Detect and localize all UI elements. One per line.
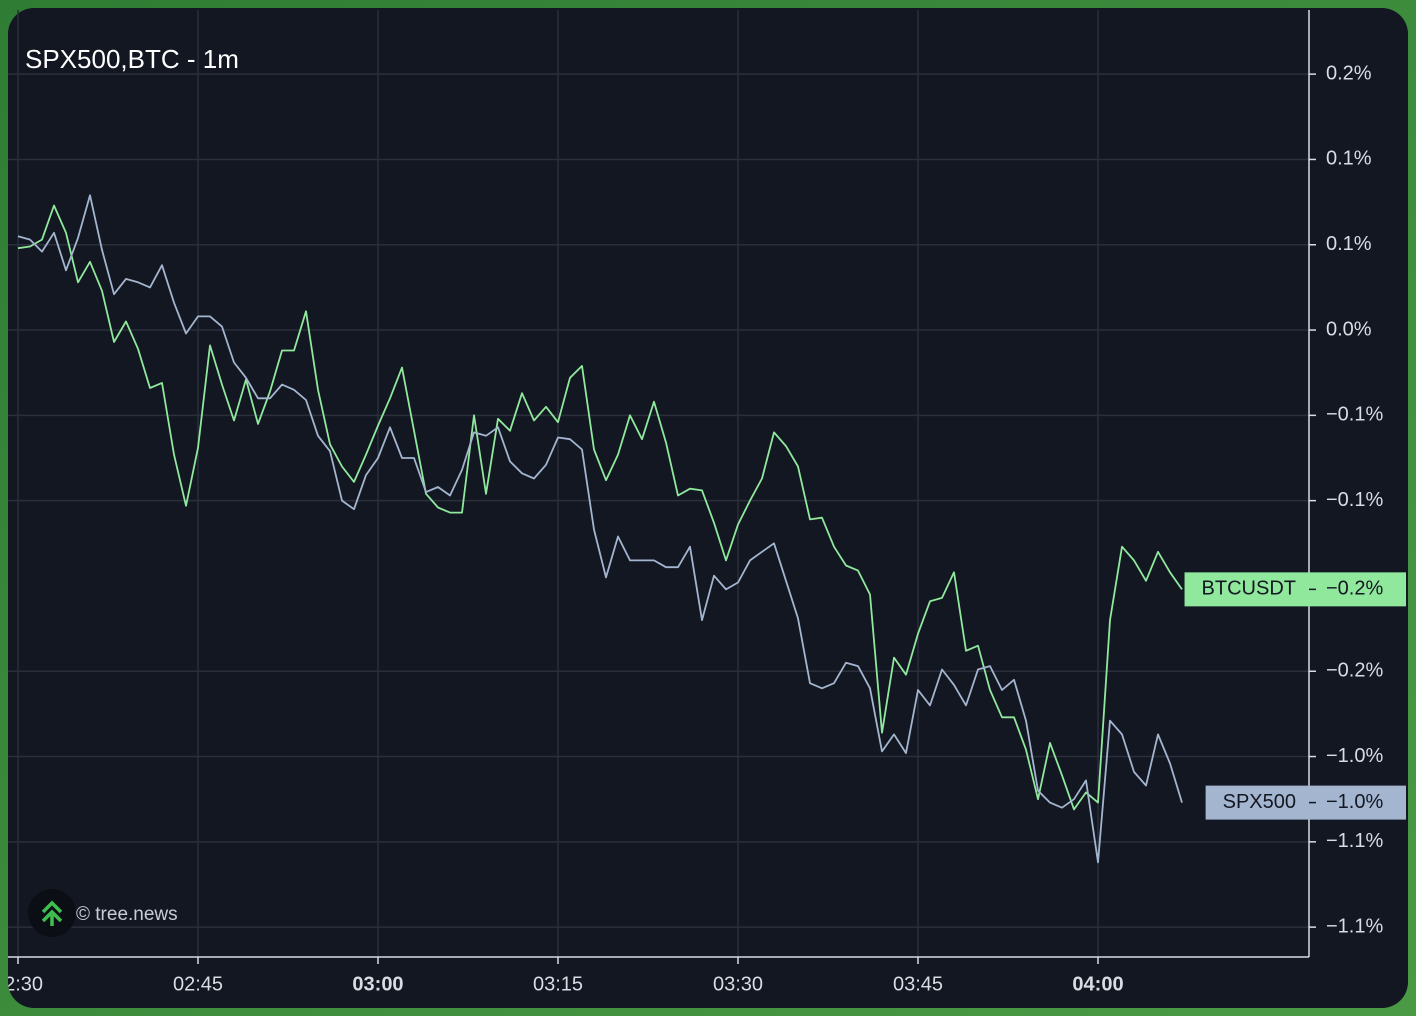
x-tick-label: 04:00 [1072,973,1123,995]
y-tick-label: −0.1% [1326,404,1383,426]
badge-name: SPX500 [1223,791,1296,813]
x-tick-label: 03:15 [533,973,583,995]
last-value-badge: BTCUSDT −0.2% [1184,572,1406,607]
x-tick-label: 02:30 [0,973,43,995]
series-lines [17,194,1183,864]
y-tick-label: 0.2% [1326,62,1372,84]
badge-name-bg [1205,785,1307,820]
x-tick-label: 02:45 [173,973,223,995]
series-line [17,204,1183,811]
logo-icon [41,900,63,926]
badge-name-bg [1184,572,1307,607]
y-tick-label: −1.1% [1326,915,1383,937]
y-tick-label: −0.2% [1326,660,1383,682]
badge-name: BTCUSDT [1202,578,1296,600]
y-tick-label: 0.0% [1326,318,1372,340]
x-tick-label: 03:00 [352,973,403,995]
y-tick-label: 0.1% [1326,148,1372,170]
series-line [17,194,1183,864]
watermark: © tree.news [76,904,178,925]
badge-value: −1.0% [1326,791,1383,813]
badge-value-bg [1307,572,1406,607]
last-value-badges: BTCUSDT −0.2% SPX500 −1.0% [1184,572,1406,820]
y-tick-label: −1.0% [1326,745,1383,767]
grid [8,10,1309,957]
x-tick-label: 03:45 [893,973,943,995]
y-tick-label: −1.1% [1326,830,1383,852]
y-tick-label: −0.1% [1326,489,1383,511]
y-tick-label: 0.1% [1326,233,1372,255]
last-value-badge: SPX500 −1.0% [1205,785,1406,820]
x-tick-label: 03:30 [713,973,763,995]
axis-labels: 0.2% 0.1% 0.1% 0.0% −0.1% −0.1% −0.2% −1.0% −1.1… [0,62,1383,995]
badge-value-bg [1307,785,1406,820]
badge-value: −0.2% [1326,578,1383,600]
chart-title: SPX500,BTC - 1m [25,44,239,74]
